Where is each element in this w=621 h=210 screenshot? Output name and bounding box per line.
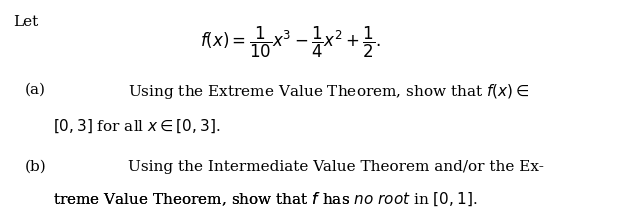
Text: Using the Intermediate Value Theorem and/or the Ex-: Using the Intermediate Value Theorem and…	[129, 160, 545, 174]
Text: (a): (a)	[24, 83, 45, 96]
Text: Let: Let	[13, 15, 39, 29]
Text: $f(x) = \dfrac{1}{10}x^3 - \dfrac{1}{4}x^2 + \dfrac{1}{2}.$: $f(x) = \dfrac{1}{10}x^3 - \dfrac{1}{4}x…	[200, 25, 381, 60]
Text: $[0, 3]$ for all $x \in [0, 3]$.: $[0, 3]$ for all $x \in [0, 3]$.	[53, 117, 220, 135]
Text: (b): (b)	[24, 160, 46, 174]
Text: Using the Extreme Value Theorem, show that $f(x) \in$: Using the Extreme Value Theorem, show th…	[129, 83, 530, 101]
Text: treme Value Theorem, show that $f$ has: treme Value Theorem, show that $f$ has	[53, 191, 351, 208]
Text: treme Value Theorem, show that $f$ has $\it{no\ root}$ in $[0, 1]$.: treme Value Theorem, show that $f$ has $…	[53, 191, 478, 208]
